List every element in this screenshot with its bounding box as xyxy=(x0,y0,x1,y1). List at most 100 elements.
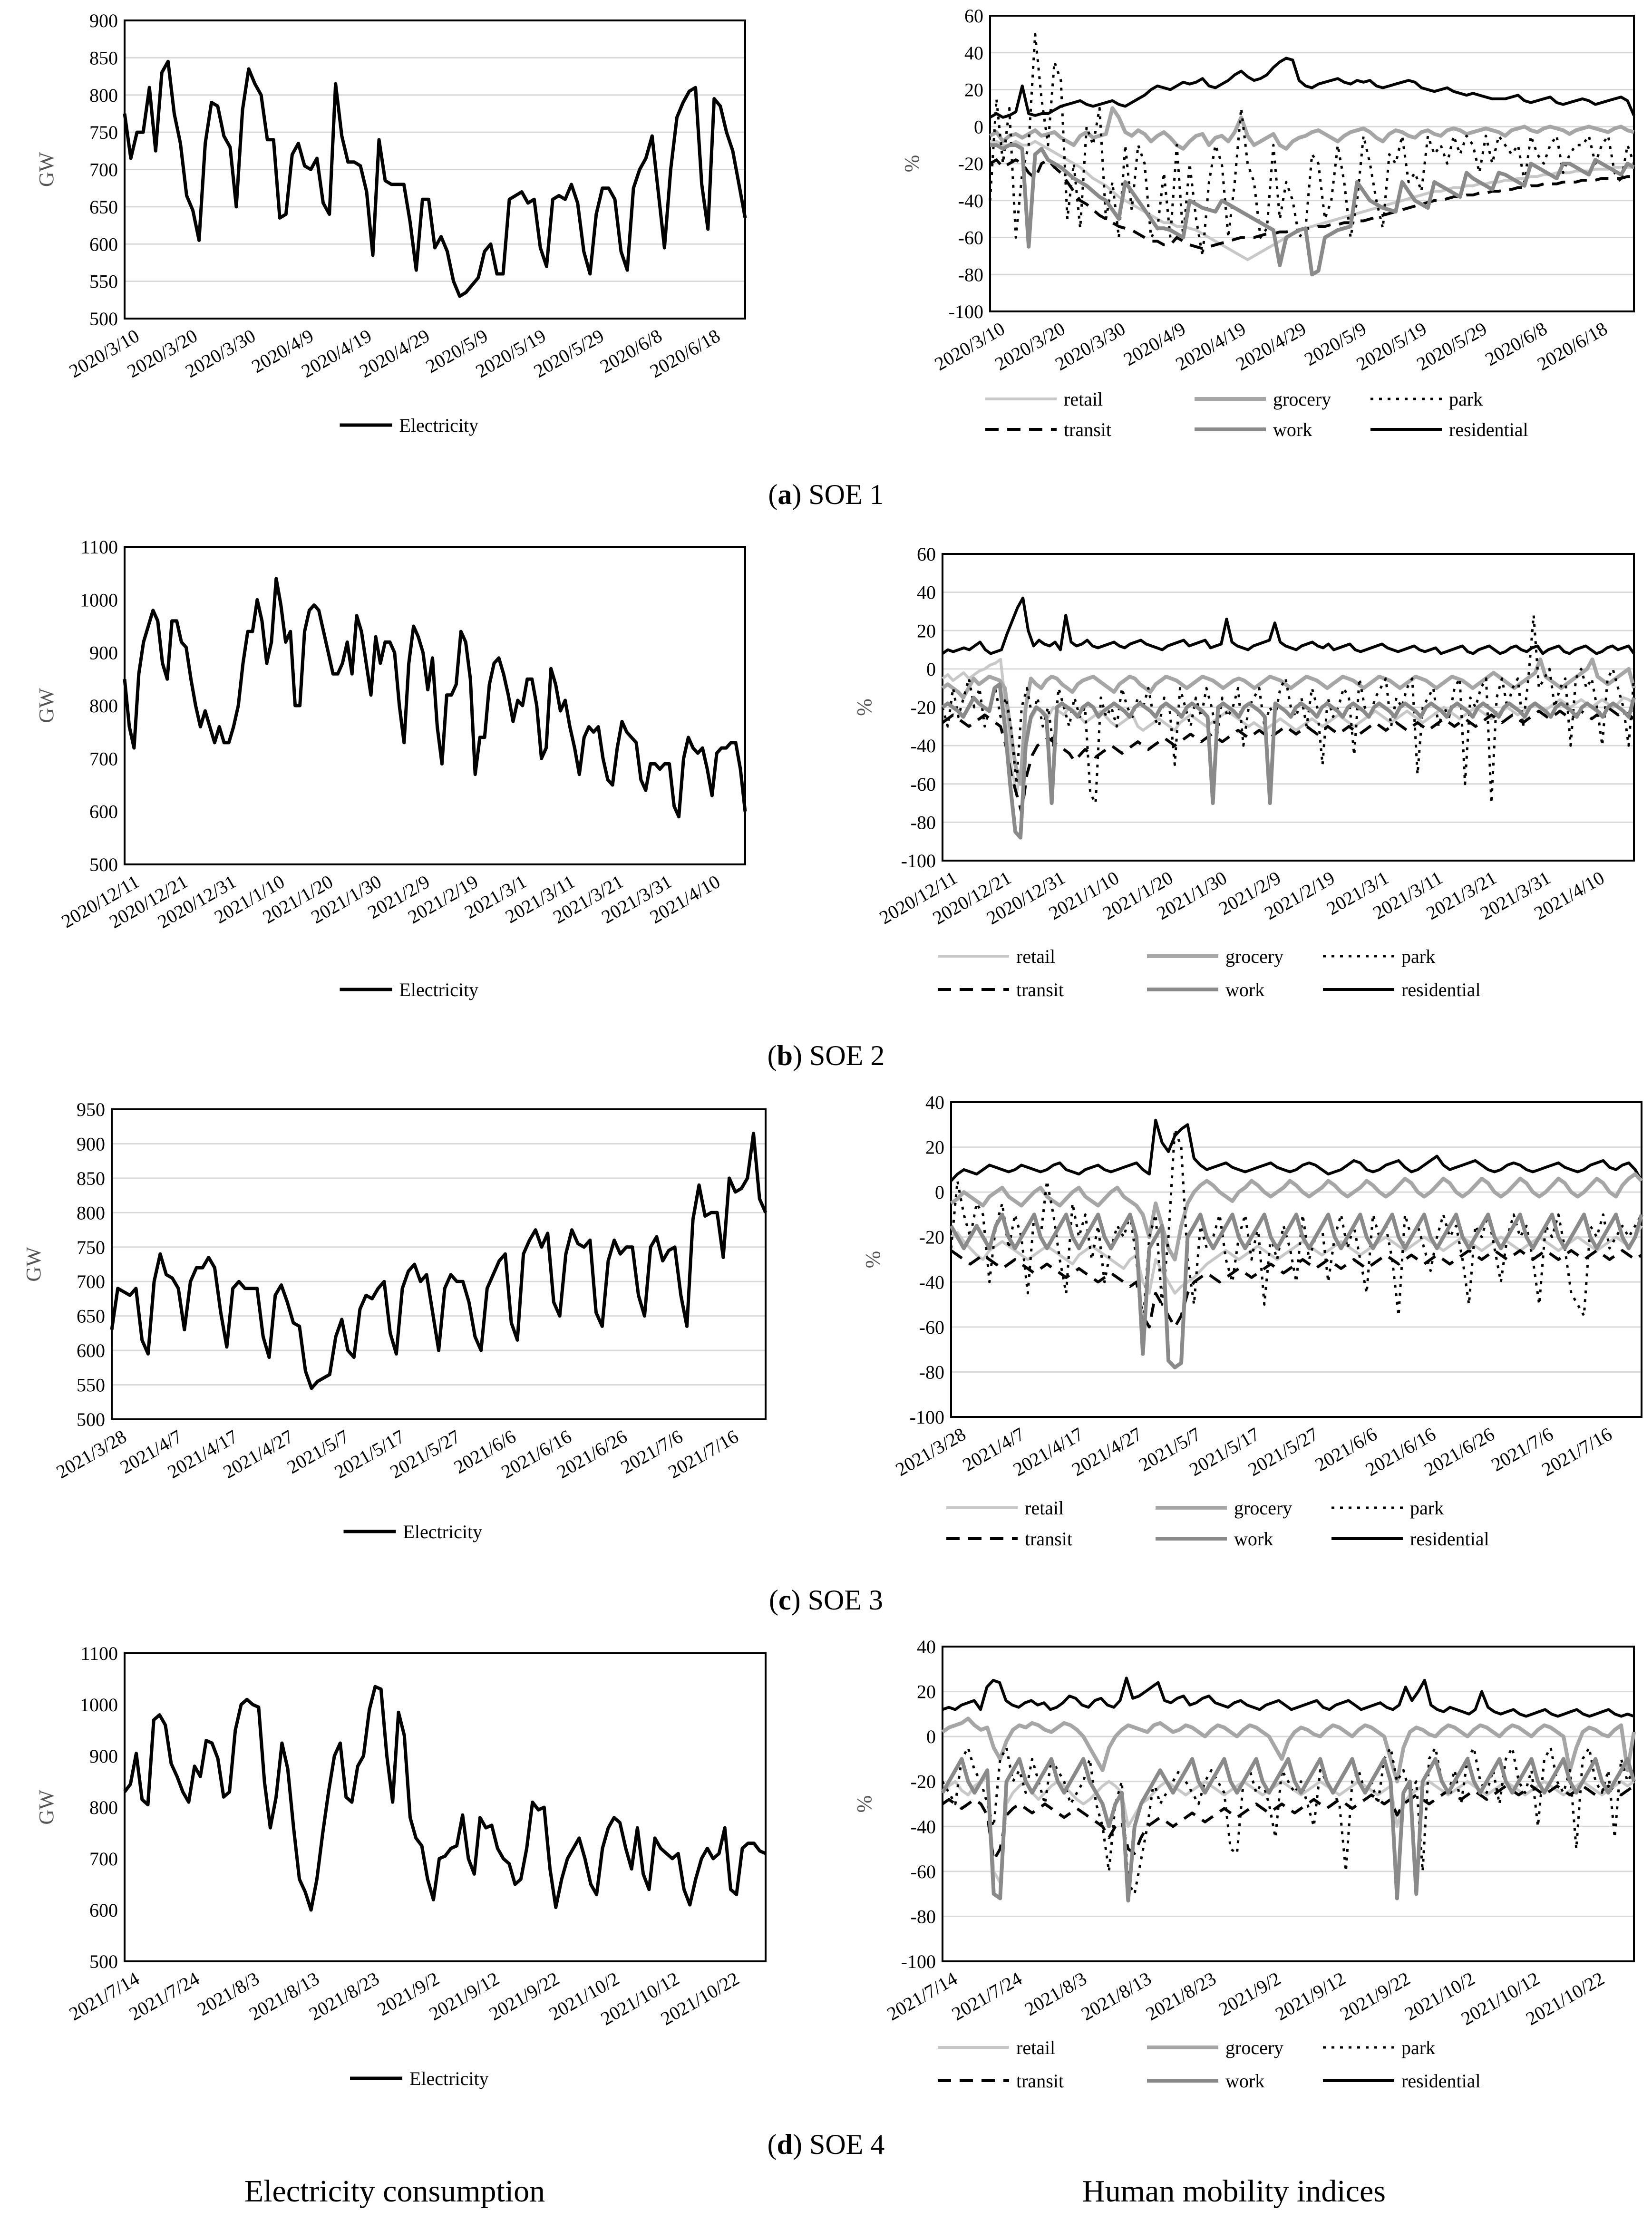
legend-label-residential: residential xyxy=(1401,2070,1481,2092)
y-tick-label: -60 xyxy=(911,1861,936,1882)
y-tick-label: 800 xyxy=(89,1797,118,1818)
caption-c-label: c xyxy=(778,1584,791,1616)
y-tick-label: -80 xyxy=(958,264,983,285)
y-axis-label: GW xyxy=(22,1247,45,1282)
legend-label-transit: transit xyxy=(1064,419,1111,440)
legend-label-park: park xyxy=(1410,1497,1444,1519)
series-line-work xyxy=(990,143,1635,277)
series-line-electricity xyxy=(123,577,747,819)
y-tick-label: 0 xyxy=(935,1182,944,1203)
y-tick-label: -60 xyxy=(958,227,983,249)
plot-frame xyxy=(111,1108,767,1420)
y-tick-label: 500 xyxy=(77,1409,105,1430)
legend: Electricity xyxy=(343,1521,483,1542)
caption-b-label: b xyxy=(777,1040,793,1071)
series-line-grocery xyxy=(989,106,1635,151)
y-tick-label: 800 xyxy=(89,85,118,106)
y-tick-label: 800 xyxy=(77,1202,105,1223)
legend: retail grocery park transit work residential xyxy=(938,2037,1481,2092)
y-tick-label: 20 xyxy=(925,1137,944,1158)
y-tick-label: 20 xyxy=(917,620,936,641)
series-line-park xyxy=(941,1746,1635,1895)
legend-label-work: work xyxy=(1234,1528,1273,1550)
legend-label-park: park xyxy=(1401,2037,1435,2058)
y-tick-label: 20 xyxy=(917,1681,936,1703)
caption-d-label: d xyxy=(777,2129,793,2160)
y-tick-label: -40 xyxy=(958,190,983,212)
series-line-work xyxy=(941,682,1636,840)
y-tick-label: 20 xyxy=(964,79,983,101)
y-tick-label: 1000 xyxy=(80,589,118,611)
legend-label-residential: residential xyxy=(1401,979,1481,1000)
y-tick-label: -80 xyxy=(911,812,936,833)
y-tick-label: 500 xyxy=(89,308,118,330)
y-tick-label: 0 xyxy=(926,1726,936,1747)
y-tick-label: -20 xyxy=(911,1771,936,1793)
y-tick-label: 550 xyxy=(89,271,118,292)
series-line-electricity xyxy=(123,1685,767,1912)
y-tick-label: 60 xyxy=(917,543,936,565)
legend-label-electricity: Electricity xyxy=(399,415,479,436)
y-tick-label: -40 xyxy=(919,1271,944,1293)
legend-label-work: work xyxy=(1225,979,1264,1000)
y-tick-label: -60 xyxy=(911,774,936,795)
y-tick-label: 600 xyxy=(89,1900,118,1921)
series-line-transit xyxy=(950,1249,1642,1328)
y-axis-label: % xyxy=(853,1795,876,1813)
legend-label-retail: retail xyxy=(1025,1497,1064,1519)
legend-label-electricity: Electricity xyxy=(399,979,479,1000)
caption-d: (d) SOE 4 xyxy=(768,2129,885,2160)
caption-a-label: a xyxy=(777,479,792,510)
legend-label-work: work xyxy=(1273,419,1312,440)
legend-label-retail: retail xyxy=(1016,2037,1055,2058)
y-tick-label: -100 xyxy=(901,850,936,872)
caption-d-text: SOE 4 xyxy=(809,2129,884,2160)
y-tick-label: 850 xyxy=(77,1168,105,1189)
legend-label-park: park xyxy=(1401,946,1435,967)
y-tick-label: 0 xyxy=(926,659,936,680)
column-title-electricity: Electricity consumption xyxy=(244,2174,545,2209)
y-tick-label: -40 xyxy=(911,1816,936,1837)
caption-b-text: SOE 2 xyxy=(809,1040,884,1071)
y-tick-label: 60 xyxy=(964,5,983,27)
y-tick-label: -20 xyxy=(919,1227,944,1248)
series-line-electricity xyxy=(110,1132,768,1390)
y-tick-label: 700 xyxy=(89,748,118,769)
series-line-residential xyxy=(942,1677,1634,1718)
y-tick-label: -20 xyxy=(911,697,936,718)
y-tick-label: 950 xyxy=(77,1099,105,1120)
y-tick-label: 650 xyxy=(77,1306,105,1327)
plot-frame xyxy=(124,546,746,865)
legend-label-grocery: grocery xyxy=(1273,388,1331,410)
legend-label-transit: transit xyxy=(1025,1528,1072,1550)
legend-label-retail: retail xyxy=(1064,388,1103,410)
legend-label-electricity: Electricity xyxy=(403,1521,483,1542)
legend-label-retail: retail xyxy=(1016,946,1055,967)
legend-label-residential: residential xyxy=(1410,1528,1489,1550)
y-tick-label: 500 xyxy=(89,854,118,875)
y-tick-label: -100 xyxy=(901,1951,936,1972)
svg-text:(b) SOE 2: (b) SOE 2 xyxy=(768,1040,885,1071)
legend: Electricity xyxy=(340,415,479,436)
legend-label-grocery: grocery xyxy=(1234,1497,1292,1519)
y-tick-label: -20 xyxy=(958,153,983,174)
y-tick-label: 700 xyxy=(89,159,118,181)
plot-frame xyxy=(124,19,746,320)
series-line-electricity xyxy=(123,59,747,298)
y-axis-label: % xyxy=(853,698,876,716)
y-tick-label: 750 xyxy=(77,1237,105,1258)
legend-label-residential: residential xyxy=(1449,419,1528,440)
legend: Electricity xyxy=(340,979,479,1000)
legend-label-grocery: grocery xyxy=(1225,2037,1283,2058)
series-line-work xyxy=(941,1757,1636,1903)
y-tick-label: 700 xyxy=(77,1271,105,1292)
series-line-park xyxy=(950,1128,1643,1328)
legend-label-park: park xyxy=(1449,388,1483,410)
y-tick-label: 900 xyxy=(89,10,118,31)
y-tick-label: 800 xyxy=(89,695,118,717)
y-axis-label: GW xyxy=(35,152,58,187)
series-line-grocery xyxy=(941,1716,1636,1784)
y-tick-label: 650 xyxy=(89,196,118,218)
y-tick-label: -80 xyxy=(919,1361,944,1383)
